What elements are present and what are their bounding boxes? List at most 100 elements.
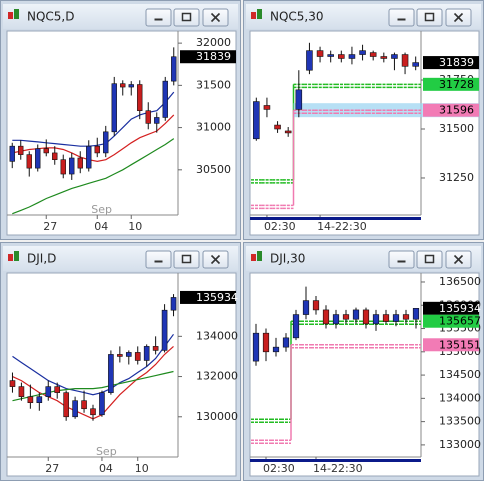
close-glyph (210, 254, 221, 265)
candle-body (9, 145, 15, 162)
window-icon (14, 251, 19, 261)
candle-body (253, 101, 260, 140)
candle-body (52, 152, 58, 160)
minimize-button[interactable] (145, 250, 172, 269)
y-tick-label: 31500 (439, 122, 474, 135)
candle-body (263, 105, 271, 110)
candle-body (382, 314, 390, 322)
candle-body (45, 386, 52, 397)
maximize-glyph (424, 12, 435, 22)
minimize-glyph (154, 18, 163, 21)
y-tick-label: 31500 (196, 78, 231, 91)
candle-body (35, 148, 41, 169)
x-tick-label: 10 (128, 220, 142, 233)
candle-body (90, 408, 96, 416)
candle-body (401, 54, 409, 67)
x-tick-label: 04 (99, 462, 113, 475)
candle-body (412, 62, 419, 67)
candle-body (18, 145, 24, 155)
y-tick-label: 134000 (439, 391, 481, 404)
price-label-box (423, 56, 479, 70)
candle-body (161, 309, 168, 351)
maximize-button[interactable] (173, 250, 200, 269)
candle-body (111, 83, 117, 133)
y-tick-label: 31000 (196, 121, 231, 134)
candle-body (369, 52, 377, 57)
candle-body (332, 314, 340, 325)
minimize-button[interactable] (388, 250, 415, 269)
price-label: 135151 (439, 338, 481, 351)
close-glyph (453, 12, 464, 23)
candle-body (392, 314, 400, 322)
y-tick-label: 134500 (439, 368, 481, 381)
maximize-glyph (424, 254, 435, 264)
candle-body (302, 300, 310, 315)
candle-body (312, 300, 320, 311)
price-label-box (423, 77, 479, 91)
y-tick-label: 132000 (196, 370, 238, 383)
candle-body (54, 386, 61, 393)
candle-body (322, 309, 330, 325)
minimize-glyph (154, 260, 163, 263)
candle-body (18, 386, 25, 397)
window-icon (257, 9, 262, 19)
price-label: 31839 (439, 56, 474, 69)
candle-body (60, 159, 66, 175)
x-tick-label: 14-22:30 (317, 220, 367, 233)
minimize-button[interactable] (388, 8, 415, 27)
candle-body (69, 157, 75, 175)
candle-body (134, 352, 141, 361)
maximize-button[interactable] (173, 8, 200, 27)
close-glyph (453, 254, 464, 265)
candle-body (137, 84, 143, 111)
window-title: DJI,D (27, 252, 56, 266)
x-tick-label: 27 (43, 220, 57, 233)
candle-body (342, 314, 350, 320)
window-icon (14, 9, 19, 19)
price-label: 135934 (439, 302, 481, 315)
maximize-button[interactable] (416, 250, 443, 269)
candle-body (154, 117, 160, 124)
candle-body (380, 56, 388, 59)
window-icon (251, 254, 256, 261)
candle-body (9, 380, 16, 387)
y-tick-label: 133000 (439, 438, 481, 451)
candle-body (27, 396, 34, 404)
x-tick-label: 04 (94, 220, 108, 233)
y-tick-label: 32000 (196, 36, 231, 49)
candle-body (338, 54, 345, 59)
price-label: 31839 (196, 50, 231, 63)
window-title: NQC5,30 (270, 10, 324, 24)
price-label: 31728 (439, 78, 474, 91)
candle-body (284, 130, 292, 134)
x-tick-label: 02:30 (264, 220, 296, 233)
candle-body (170, 297, 177, 311)
candle-body (117, 354, 123, 357)
window-icon (8, 12, 13, 19)
candle-body (362, 309, 370, 325)
candle-body (402, 314, 410, 320)
minimize-button[interactable] (145, 8, 172, 27)
minimize-glyph (397, 18, 406, 21)
maximize-button[interactable] (416, 8, 443, 27)
window-icon (257, 251, 262, 261)
candle-body (316, 50, 324, 57)
candle-body (252, 332, 260, 362)
month-label: Sep (96, 445, 117, 458)
candle-body (143, 346, 150, 361)
candle-body (152, 346, 159, 351)
y-tick-label: 134000 (196, 329, 238, 342)
candle-body (120, 83, 126, 88)
candle-body (86, 145, 92, 169)
candle-body (295, 89, 303, 110)
candle-body (81, 400, 87, 410)
y-tick-label: 133500 (439, 415, 481, 428)
time-scroll-bar (250, 217, 421, 220)
candle-body (72, 400, 78, 418)
price-label-box (423, 314, 479, 328)
close-glyph (210, 12, 221, 23)
candle-body (262, 332, 270, 353)
y-tick-label: 31250 (439, 171, 474, 184)
candle-body (99, 392, 105, 416)
